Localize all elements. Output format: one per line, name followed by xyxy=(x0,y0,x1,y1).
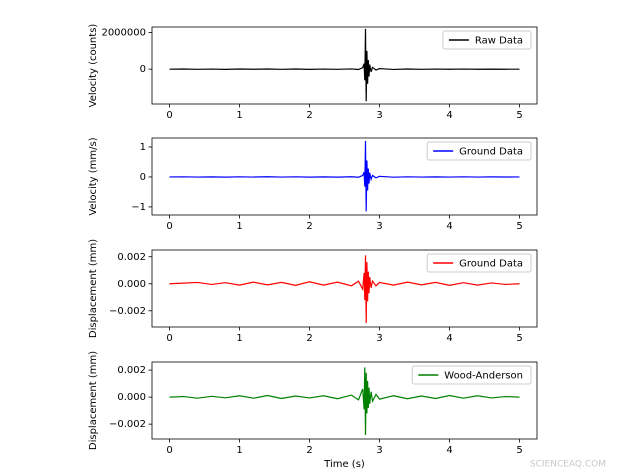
x-tick-label: 0 xyxy=(166,445,172,456)
x-tick-label: 5 xyxy=(516,445,522,456)
x-tick-label: 1 xyxy=(236,445,242,456)
y-tick-label: 0.000 xyxy=(117,392,146,403)
y-tick-label: −1 xyxy=(131,202,146,213)
x-tick-label: 3 xyxy=(376,333,382,344)
y-tick-label: 0.002 xyxy=(117,365,146,376)
axes-frame xyxy=(151,249,538,328)
legend-box xyxy=(426,253,532,273)
data-line xyxy=(169,140,520,212)
data-line xyxy=(169,28,520,102)
y-tick-label: 0 xyxy=(140,172,146,183)
x-tick-label: 0 xyxy=(166,221,172,232)
x-tick-label: 4 xyxy=(446,110,452,121)
legend-box xyxy=(426,141,532,161)
y-tick-label: 0 xyxy=(140,64,146,75)
legend-label: Wood-Anderson xyxy=(444,371,523,382)
x-tick-label: 1 xyxy=(236,110,242,121)
watermark: SCIENCEAQ.COM xyxy=(530,460,606,470)
axes-frame xyxy=(151,137,538,216)
legend-box xyxy=(442,30,532,50)
legend-label: Ground Data xyxy=(459,259,523,270)
x-tick-label: 3 xyxy=(376,221,382,232)
y-tick-label: −0.002 xyxy=(109,419,146,430)
x-tick-label: 2 xyxy=(306,333,312,344)
y-axis-label: Velocity (counts) xyxy=(88,24,99,108)
y-axis-label: Displacement (mm) xyxy=(88,239,99,338)
x-tick-label: 0 xyxy=(166,333,172,344)
legend-label: Raw Data xyxy=(475,36,523,47)
y-axis-label: Displacement (mm) xyxy=(88,351,99,450)
x-tick-label: 3 xyxy=(376,445,382,456)
legend-box xyxy=(411,365,532,385)
x-tick-label: 5 xyxy=(516,221,522,232)
y-tick-label: −0.002 xyxy=(109,306,146,317)
data-line xyxy=(169,367,520,435)
x-tick-label: 4 xyxy=(446,333,452,344)
x-tick-label: 2 xyxy=(306,221,312,232)
data-line xyxy=(169,255,520,323)
y-tick-label: 0.002 xyxy=(117,252,146,263)
axes-frame xyxy=(151,26,538,105)
x-axis-label: Time (s) xyxy=(323,459,365,470)
x-tick-label: 4 xyxy=(446,221,452,232)
y-tick-label: 1 xyxy=(140,142,146,153)
x-tick-label: 5 xyxy=(516,333,522,344)
y-tick-label: 0.000 xyxy=(117,279,146,290)
axes-frame xyxy=(151,361,538,440)
x-tick-label: 4 xyxy=(446,445,452,456)
x-tick-label: 3 xyxy=(376,110,382,121)
y-axis-label: Velocity (mm/s) xyxy=(88,137,99,215)
legend-label: Ground Data xyxy=(459,147,523,158)
y-tick-label: 2000000 xyxy=(101,28,146,39)
x-tick-label: 1 xyxy=(236,333,242,344)
x-tick-label: 2 xyxy=(306,445,312,456)
x-tick-label: 2 xyxy=(306,110,312,121)
x-tick-label: 0 xyxy=(166,110,172,121)
x-tick-label: 5 xyxy=(516,110,522,121)
x-tick-label: 1 xyxy=(236,221,242,232)
